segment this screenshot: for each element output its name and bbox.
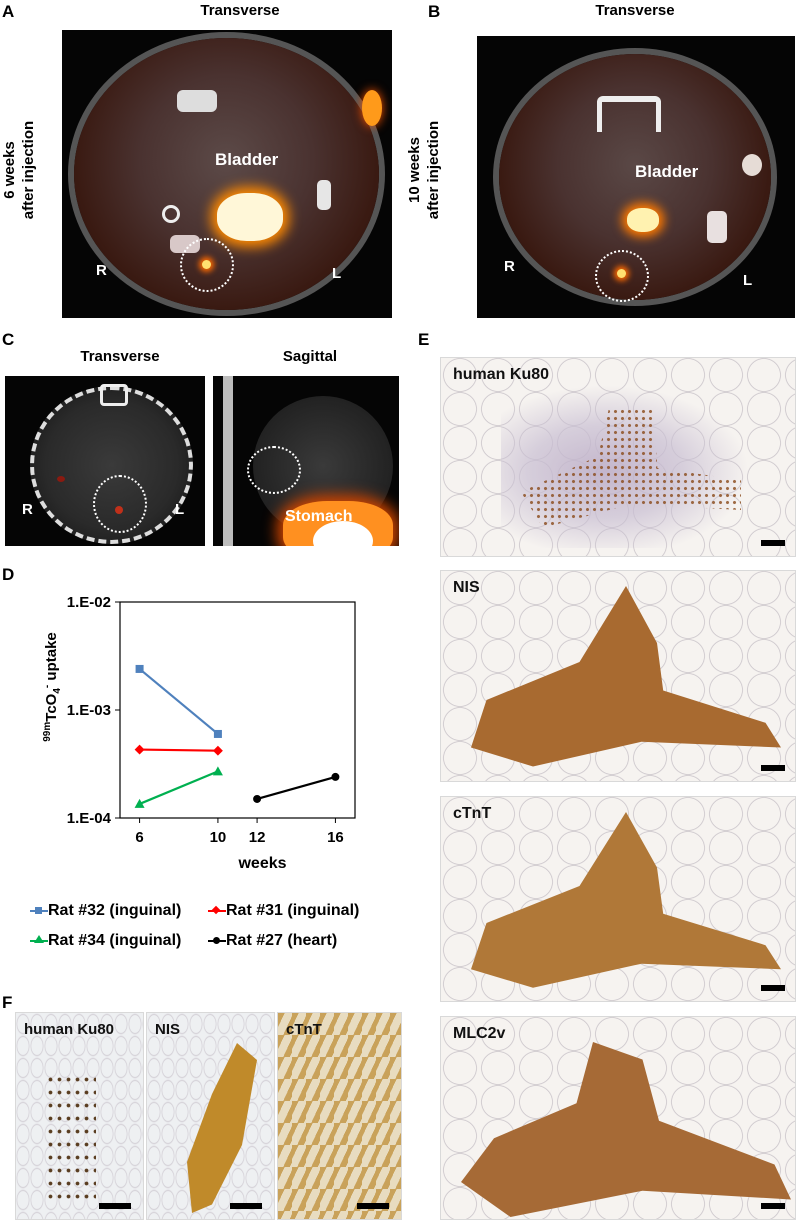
chart-y-axis-label: 99mTcO4- uptake <box>42 632 63 742</box>
histology-e-ku80: human Ku80 <box>440 357 796 557</box>
x-tick-label: 10 <box>210 829 227 846</box>
panel-a-left-marker: L <box>332 265 342 282</box>
series-line <box>139 770 219 805</box>
histology-e-ku80-label: human Ku80 <box>453 366 550 383</box>
panel-b-spect-ct-image: Bladder R L <box>477 36 795 318</box>
panel-c-right-marker: R <box>22 501 33 518</box>
scale-bar <box>761 765 785 771</box>
uptake-chart: 1.E-02 1.E-03 1.E-04 6 10 12 16 weeks 99mTcO4- … <box>0 580 400 880</box>
plot-area-frame <box>119 601 356 819</box>
y-tick-label: 1.E-02 <box>67 594 111 611</box>
scale-bar <box>761 1203 785 1209</box>
scale-bar <box>99 1203 131 1209</box>
x-tick-label: 16 <box>327 829 344 846</box>
scale-bar <box>230 1203 262 1209</box>
data-point <box>253 794 262 803</box>
x-axis-label: weeks <box>237 855 286 872</box>
data-point <box>135 664 144 673</box>
scale-bar <box>761 985 785 991</box>
panel-a-timepoint-label: 6 weeks after injection <box>1 120 37 220</box>
panel-c-transverse-title: Transverse <box>80 348 160 365</box>
legend-rat32: Rat #32 (inguinal) <box>30 902 181 920</box>
histology-f-ctnt-label: cTnT <box>286 1021 322 1038</box>
panel-a-graft-circle <box>180 238 234 292</box>
panel-a-view-title: Transverse <box>200 2 280 19</box>
panel-b-graft-circle <box>595 250 649 302</box>
panel-c-sagittal-image: Stomach <box>213 376 399 546</box>
panel-c-sagittal-title: Sagittal <box>282 348 338 365</box>
data-point <box>134 798 145 808</box>
legend-rat34: Rat #34 (inguinal) <box>30 932 181 950</box>
data-point <box>134 744 145 755</box>
data-point <box>213 729 222 738</box>
histology-f-nis: NIS <box>146 1012 275 1220</box>
y-tick-label: 1.E-04 <box>67 810 112 827</box>
panel-c-graft-circle-transverse <box>93 475 147 533</box>
panel-c-transverse-image: R L <box>5 376 205 546</box>
histology-f-ctnt: cTnT <box>277 1012 402 1220</box>
x-tick-label: 6 <box>135 829 143 846</box>
panel-letter-d: D <box>2 565 15 584</box>
y-tick-label: 1.E-03 <box>67 702 111 719</box>
panel-b-bladder-label: Bladder <box>635 162 699 181</box>
panel-letter-f: F <box>2 993 13 1012</box>
data-point <box>212 766 223 776</box>
histology-e-nis: NIS <box>440 570 796 782</box>
x-tick-label: 12 <box>249 829 266 846</box>
histology-e-mlc2v: MLC2v <box>440 1016 796 1220</box>
panel-c-graft-circle-sagittal <box>247 446 301 494</box>
data-point <box>212 745 223 756</box>
histology-e-nis-label: NIS <box>453 579 480 596</box>
panel-letter-c: C <box>2 330 15 349</box>
histology-e-ctnt: cTnT <box>440 796 796 1002</box>
panel-b-view-title: Transverse <box>595 2 675 19</box>
histology-f-ku80: human Ku80 <box>15 1012 144 1220</box>
scale-bar <box>761 540 785 546</box>
series-line <box>139 748 218 752</box>
panel-c-stomach-label: Stomach <box>285 508 353 525</box>
panel-b-right-marker: R <box>504 258 515 275</box>
histology-f-ku80-label: human Ku80 <box>24 1021 115 1038</box>
series-line <box>256 775 336 801</box>
uptake-chart-svg: 1.E-02 1.E-03 1.E-04 6 10 12 16 weeks <box>67 594 356 872</box>
panel-c-left-marker: L <box>175 501 185 518</box>
panel-a-bladder-label: Bladder <box>215 150 279 169</box>
panel-a-right-marker: R <box>96 262 107 279</box>
legend-rat31: Rat #31 (inguinal) <box>208 902 359 920</box>
panel-a-spect-ct-image: Bladder R L <box>62 30 392 318</box>
series-line <box>138 668 219 735</box>
histology-f-nis-label: NIS <box>155 1021 181 1038</box>
panel-b-left-marker: L <box>743 272 753 289</box>
histology-e-mlc2v-label: MLC2v <box>453 1025 506 1042</box>
data-point <box>331 772 340 781</box>
panel-letter-a: A <box>2 2 15 21</box>
panel-b-timepoint-label: 10 weeks after injection <box>406 120 442 220</box>
histology-e-ctnt-label: cTnT <box>453 805 492 822</box>
panel-letter-e: E <box>418 330 430 349</box>
scale-bar <box>357 1203 389 1209</box>
legend-rat27: Rat #27 (heart) <box>208 932 337 950</box>
panel-letter-b: B <box>428 2 441 21</box>
